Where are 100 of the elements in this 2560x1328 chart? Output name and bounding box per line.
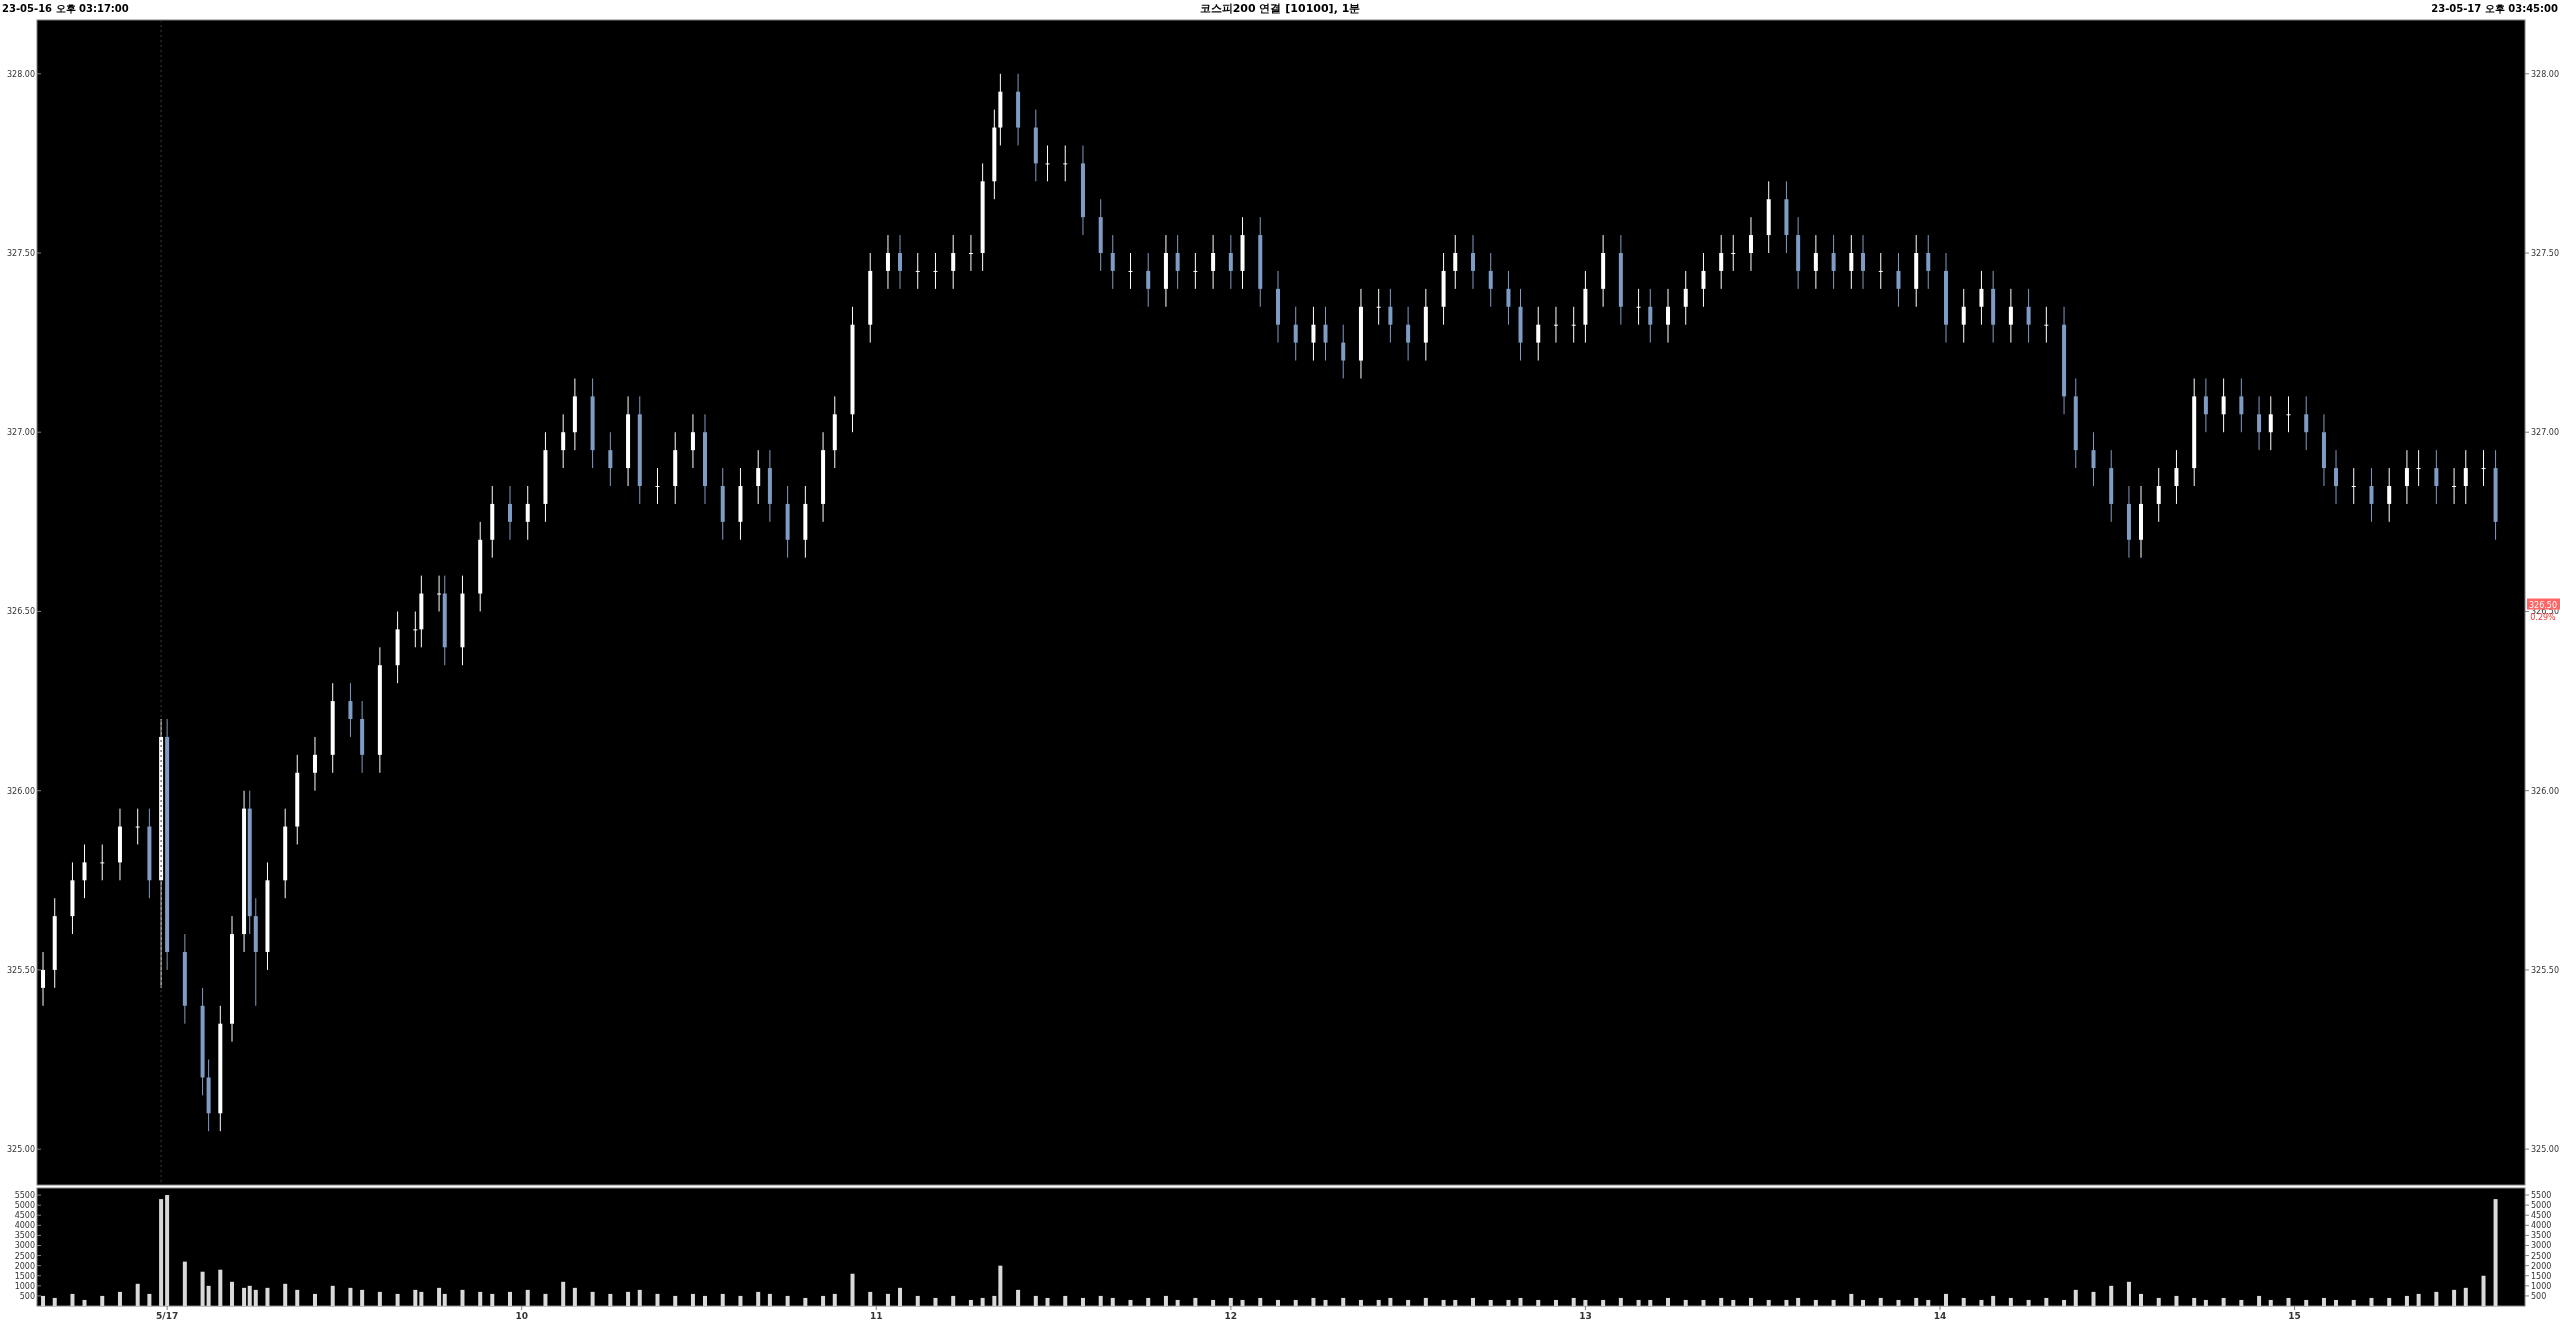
candlestick [1979, 270, 1984, 326]
candlestick [2026, 288, 2031, 344]
candlestick [2434, 449, 2439, 505]
y2-tick-label: 326.00 [2531, 786, 2559, 796]
x-tick-label: 11 [870, 1311, 883, 1321]
candlestick [2091, 431, 2096, 487]
candlestick [968, 234, 973, 272]
candlestick [2404, 449, 2409, 505]
candlestick [1683, 270, 1688, 326]
y-tick-label: 2500 [14, 1251, 35, 1261]
candlestick [1341, 324, 1346, 379]
y2-tick-label: 3500 [2531, 1231, 2552, 1241]
candlestick [1666, 288, 1671, 344]
candlestick [2239, 377, 2244, 433]
y-tick-label: 5000 [14, 1201, 35, 1211]
text: 23-05-17 오후 03:45:00 [2431, 3, 2559, 14]
candlestick [1211, 234, 1216, 290]
candlestick [1506, 270, 1511, 326]
y-tick-label: 1500 [14, 1271, 35, 1281]
candlestick [1701, 252, 1706, 308]
candlestick [507, 485, 512, 541]
candlestick [1831, 234, 1836, 290]
y2-tick-label: 327.00 [2531, 428, 2559, 438]
x-tick-label: 15 [2288, 1311, 2301, 1321]
candlestick [1636, 288, 1641, 326]
y2-tick-label: 5500 [2531, 1191, 2552, 1201]
candlestick [951, 234, 956, 290]
candlestick [2387, 467, 2392, 523]
candlestick [2351, 467, 2356, 505]
y2-tick-label: 328.00 [2531, 69, 2559, 79]
y2-tick-label: 325.50 [2531, 965, 2559, 975]
y2-tick-label: 2000 [2531, 1261, 2552, 1271]
candlestick [690, 413, 695, 469]
x-tick-label: 13 [1579, 1311, 1592, 1321]
y-tick-label: 325.00 [7, 1145, 35, 1155]
y-tick-label: 5500 [14, 1191, 35, 1201]
x-tick-label: 10 [515, 1311, 528, 1321]
candlestick [1961, 288, 1966, 344]
candlestick [1536, 306, 1541, 362]
candlestick [608, 431, 613, 487]
candlestick [1861, 234, 1866, 290]
x-tick-label: 5/17 [156, 1311, 179, 1321]
candlestick [1146, 252, 1151, 308]
candlestick [2286, 395, 2291, 433]
candlestick [2481, 449, 2486, 487]
y-tick-label: 325.50 [7, 965, 35, 975]
x-tick-label: 12 [1224, 1311, 1238, 1321]
candlestick [1471, 234, 1475, 290]
candlestick [1193, 252, 1198, 290]
candlestick [1311, 306, 1316, 362]
y2-tick-label: 4000 [2531, 1221, 2552, 1231]
candlestick [2304, 395, 2309, 451]
candlestick [1926, 234, 1931, 290]
candlestick [82, 843, 87, 899]
y2-tick-label: 1500 [2531, 1271, 2552, 1281]
y-tick-label: 1000 [14, 1281, 35, 1291]
text: 23-05-16 오후 03:17:00 [2, 3, 129, 14]
y2-tick-label: 500 [2531, 1291, 2547, 1301]
candlestick [135, 808, 140, 845]
y-tick-label: 327.50 [7, 249, 35, 258]
y2-tick-label: 3000 [2531, 1241, 2552, 1251]
y-tick-label: 3000 [14, 1241, 35, 1251]
y2-tick-label: 5000 [2531, 1201, 2552, 1211]
y-tick-label: 4500 [14, 1211, 35, 1221]
candlestick [1045, 144, 1050, 182]
candlestick [1388, 288, 1393, 344]
candlestick [413, 610, 418, 648]
candlestick [2268, 395, 2273, 451]
candlestick [2369, 467, 2374, 523]
candlestick [2203, 377, 2208, 433]
candlestick [1453, 234, 1458, 290]
y2-tick-label: 1000 [2531, 1281, 2552, 1291]
candlestick [898, 234, 903, 290]
y-tick-label: 3500 [14, 1231, 35, 1241]
candlestick [561, 413, 566, 469]
candlestick [2334, 449, 2339, 505]
x-tick-label: 14 [1933, 1311, 1947, 1321]
candlestick [1571, 306, 1576, 344]
y2-tick-label: 2500 [2531, 1251, 2552, 1261]
candlestick [2452, 467, 2457, 505]
y-tick-label: 328.00 [7, 69, 35, 79]
candlestick [1849, 234, 1854, 290]
y-tick-label: 327.00 [7, 428, 35, 438]
candlestick [1553, 306, 1558, 344]
candlestick [1488, 252, 1493, 308]
candlestick [1648, 288, 1653, 344]
y2-tick-label: 325.00 [2531, 1145, 2559, 1155]
candlestick [348, 682, 353, 738]
candlestick [1293, 306, 1298, 362]
candlestick [1406, 306, 1411, 362]
chart-title: 코스피200 연결 [10100], 1분 [1199, 2, 1361, 15]
candlestick [1731, 234, 1736, 272]
candlestick [1376, 288, 1381, 326]
candlestick [915, 252, 920, 290]
candlestick [437, 575, 442, 612]
candlestick [756, 449, 761, 505]
candlestick [933, 252, 938, 290]
y-tick-label: 500 [19, 1291, 35, 1301]
candlestick [1813, 234, 1818, 290]
candlestick [1063, 144, 1068, 182]
